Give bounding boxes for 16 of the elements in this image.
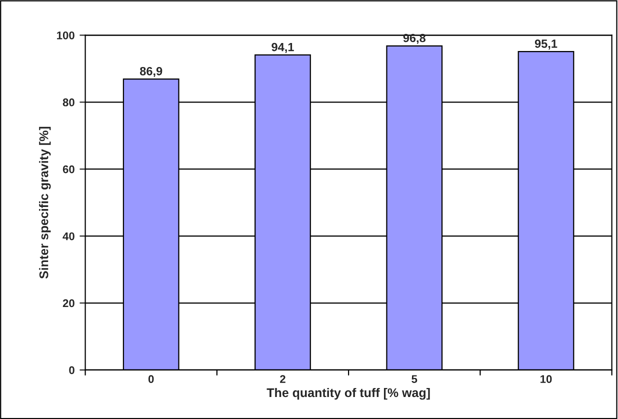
y-tick-label: 20 bbox=[62, 299, 74, 308]
x-tick-label: 2 bbox=[280, 375, 286, 383]
x-tick-label: 0 bbox=[148, 375, 154, 383]
y-axis-title: Sinter specific gravity [%] bbox=[39, 126, 51, 279]
y-tick-label: 60 bbox=[62, 165, 74, 174]
y-tick-label: 100 bbox=[57, 31, 74, 40]
x-axis-title: The quantity of tuff [% wag] bbox=[266, 388, 430, 400]
data-label: 96,8 bbox=[403, 34, 426, 44]
y-tick-label: 0 bbox=[69, 366, 74, 374]
data-label: 94,1 bbox=[272, 42, 294, 53]
y-tick-label: 40 bbox=[62, 232, 74, 240]
x-tick-label: 10 bbox=[540, 375, 552, 383]
data-label: 86,9 bbox=[140, 66, 162, 78]
data-label: 95,1 bbox=[534, 40, 558, 50]
x-tick-label: 5 bbox=[412, 375, 418, 383]
y-tick-label: 80 bbox=[62, 98, 74, 106]
